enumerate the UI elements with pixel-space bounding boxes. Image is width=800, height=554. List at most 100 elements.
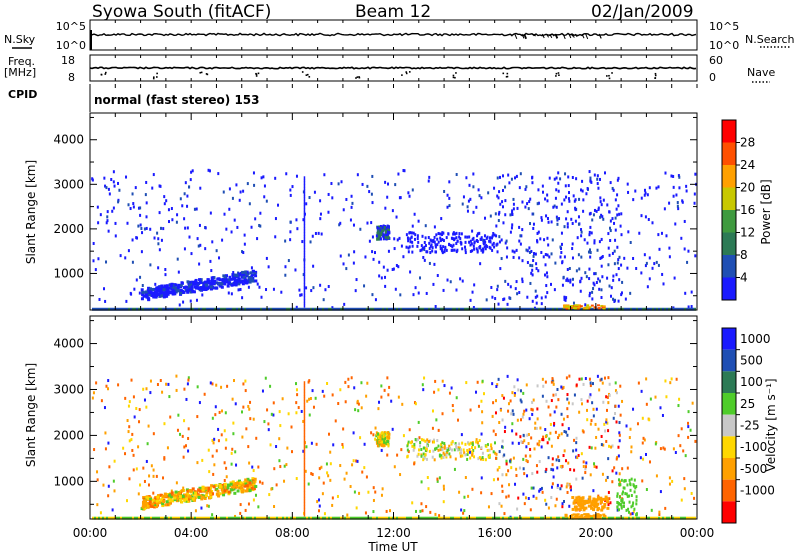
velocity-cell — [275, 445, 278, 449]
power-cell — [251, 278, 255, 282]
velocity-cell — [581, 476, 584, 480]
velocity-cell — [375, 441, 378, 445]
velocity-cell — [582, 464, 585, 468]
power-cell — [164, 294, 168, 298]
noise-search-dot — [562, 33, 566, 40]
power-cell — [567, 305, 571, 308]
power-cell — [337, 182, 340, 186]
power-cell — [492, 241, 495, 245]
velocity-cell — [540, 486, 543, 490]
velocity-cell — [580, 377, 583, 381]
velocity-cell — [537, 443, 540, 447]
power-cell — [221, 279, 225, 283]
velocity-cell — [187, 378, 190, 382]
power-cell — [556, 217, 559, 221]
velocity-cell — [460, 433, 463, 437]
power-cell — [585, 307, 589, 310]
velocity-cell — [541, 490, 544, 494]
power-cell — [556, 222, 559, 226]
power-cell — [204, 307, 206, 311]
velocity-cell — [532, 398, 535, 402]
velocity-cell — [146, 442, 149, 446]
power-cell — [303, 229, 306, 233]
power-cell — [345, 267, 348, 271]
power-cell — [560, 251, 563, 255]
power-cell — [284, 239, 287, 243]
velocity-cell — [473, 455, 476, 459]
velocity-cell — [596, 507, 600, 511]
power-cell — [147, 292, 151, 296]
velocity-cell — [547, 405, 550, 409]
power-cell — [502, 307, 504, 311]
velocity-cell — [488, 448, 491, 452]
velocity-cell — [148, 474, 151, 478]
power-cell — [154, 295, 158, 299]
velocity-cell — [491, 382, 494, 386]
velocity-cell — [216, 489, 220, 493]
velocity-cell — [368, 516, 370, 520]
power-cell — [380, 307, 382, 311]
velocity-cell — [426, 516, 428, 520]
power-cell — [455, 242, 458, 246]
velocity-cell — [665, 395, 668, 399]
power-cell — [521, 280, 524, 284]
power-cell — [554, 307, 556, 311]
power-cell — [530, 271, 533, 275]
velocity-cell — [96, 470, 99, 474]
power-cell — [151, 287, 155, 291]
velocity-cell — [471, 453, 474, 457]
velocity-cell — [539, 426, 542, 430]
velocity-cell — [629, 488, 632, 492]
power-cell — [302, 307, 304, 311]
power-cell — [624, 297, 627, 301]
power-cell — [340, 180, 343, 184]
velocity-cell — [274, 516, 276, 520]
power-cell — [570, 306, 574, 309]
velocity-cell — [303, 381, 306, 385]
velocity-cell — [471, 450, 474, 454]
power-cell — [382, 224, 385, 228]
power-cell — [534, 295, 537, 299]
power-cell — [170, 307, 172, 311]
velocity-cell — [352, 431, 355, 435]
velocity-cell — [506, 374, 509, 378]
range-tick-label: 2000 — [53, 428, 84, 442]
velocity-cell — [374, 426, 377, 430]
power-cell — [626, 266, 629, 270]
power-cell — [425, 291, 428, 295]
nave-dot — [654, 77, 657, 79]
velocity-cell — [664, 379, 667, 383]
power-cell — [643, 188, 646, 192]
power-cell — [685, 189, 688, 193]
power-cell — [493, 245, 496, 249]
velocity-cell — [278, 410, 281, 414]
velocity-panel-frame — [89, 315, 698, 520]
power-cell — [387, 236, 390, 240]
velocity-cell — [327, 474, 330, 478]
velocity-cell — [386, 435, 389, 439]
power-cell — [598, 279, 601, 283]
power-cell — [655, 186, 658, 190]
power-cell — [561, 283, 564, 287]
velocity-cell — [308, 516, 310, 520]
velocity-cell — [380, 493, 383, 497]
velocity-cell — [592, 414, 595, 418]
velocity-cell — [254, 516, 256, 520]
velocity-cell — [544, 470, 547, 474]
velocity-cell — [152, 516, 154, 520]
velocity-cell — [644, 516, 646, 520]
velocity-cell — [358, 516, 360, 520]
power-cell — [167, 208, 170, 212]
power-cell — [611, 251, 614, 255]
power-cell — [514, 176, 517, 180]
velocity-cell — [117, 383, 120, 387]
velocity-cell — [378, 440, 381, 444]
velocity-cell — [587, 514, 591, 517]
freq-trace — [89, 66, 698, 88]
power-cell — [486, 245, 489, 249]
velocity-cell — [460, 448, 463, 452]
velocity-cell — [605, 420, 608, 424]
power-cell — [409, 237, 412, 241]
velocity-cell — [530, 516, 532, 520]
power-cell — [569, 278, 572, 282]
